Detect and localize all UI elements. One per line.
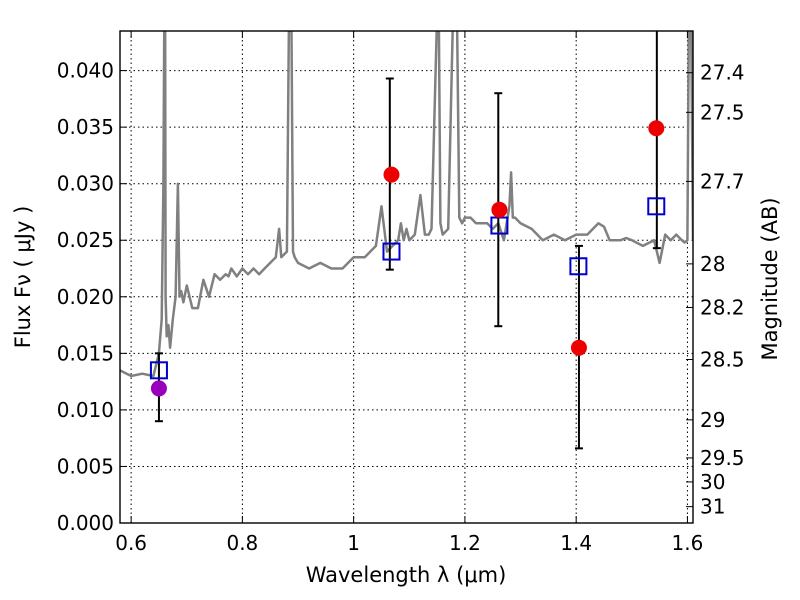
y-tick-label: 0.035 [57,115,114,139]
y-tick-label: 0.025 [57,228,114,252]
square-marker [382,242,401,261]
mag-tick-label: 31 [700,495,725,519]
x-tick-label: 1.4 [560,531,592,555]
x-tick-label: 1.2 [449,531,481,555]
mag-tick-label: 28.5 [700,348,745,372]
grid [120,31,693,524]
mag-tick-label: 27.7 [700,169,745,193]
y-tick-label: 0.020 [57,285,114,309]
plot-area [120,31,693,450]
y-tick-label: 0.040 [57,59,114,83]
y-tick-label: 0.010 [57,398,114,422]
square-marker [647,197,666,216]
x-tick-label: 0.6 [115,531,147,555]
square-marker [149,361,168,380]
x-tick-label: 0.8 [226,531,258,555]
mag-tick-label: 30 [700,470,725,494]
ticks [120,31,693,524]
mag-tick-label: 27.4 [700,61,745,85]
mag-tick-label: 28.2 [700,295,745,319]
mag-tick-label: 29 [700,408,725,432]
x-tick-label: 1.6 [672,531,704,555]
y-tick-label: 0.030 [57,172,114,196]
plot-frame [119,30,694,524]
mag-tick-label: 27.5 [700,100,745,124]
y-tick-label: 0.000 [57,511,114,535]
y-tick-label: 0.005 [57,454,114,478]
circle-marker [648,120,665,137]
y2-axis-label: Magnitude (AB) [758,197,782,360]
circle-marker [383,166,400,183]
circle-marker [570,339,587,356]
x-tick-label: 1 [347,531,360,555]
square-marker [569,257,588,276]
circle-marker [491,201,508,218]
y-axis-label: Flux Fν ( μJy ) [11,206,35,349]
mag-tick-label: 29.5 [700,446,745,470]
spectrum-line [120,31,693,378]
circle-marker [150,380,167,397]
x-axis-label: Wavelength λ (μm) [306,563,507,587]
tick-labels: 0.6 0.8 1 1.2 1.4 1.6 0.000 0.005 0.010 0.015 0.02… [57,59,745,555]
mag-tick-label: 28 [700,252,725,276]
y-tick-label: 0.015 [57,341,114,365]
